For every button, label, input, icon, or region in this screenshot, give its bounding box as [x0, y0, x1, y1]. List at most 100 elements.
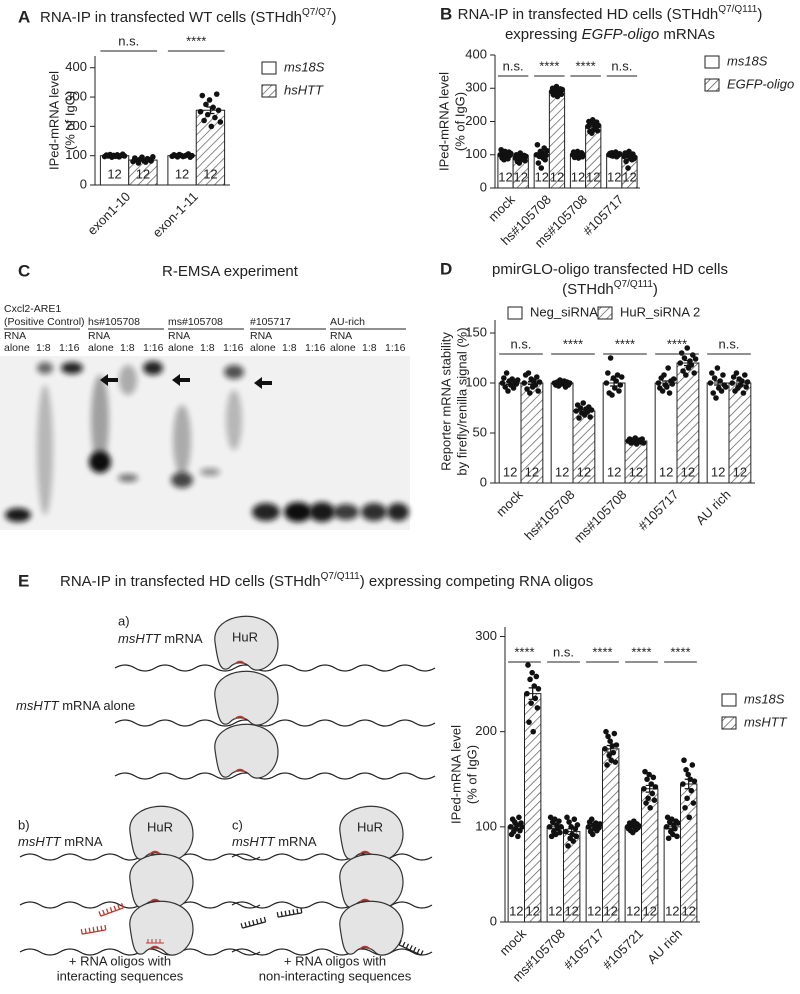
- data-point: [566, 819, 572, 825]
- y-tick-label: 50: [473, 424, 487, 439]
- data-point: [209, 124, 215, 130]
- text-segment: ): [757, 6, 762, 23]
- lane-label: 1:16: [385, 342, 406, 354]
- data-point: [741, 390, 747, 396]
- lane-label: alone: [168, 342, 194, 354]
- data-point: [515, 377, 521, 383]
- significance: ****: [667, 336, 687, 351]
- sample-size: 12: [587, 903, 601, 918]
- text-segment: msHTT: [18, 834, 62, 849]
- data-point: [218, 119, 224, 125]
- rna-oligo: [81, 925, 106, 934]
- lane-label: 1:8: [282, 342, 297, 354]
- y-tick-label: 0: [490, 913, 497, 928]
- significance: ****: [592, 644, 612, 659]
- hur-protein: [130, 854, 193, 908]
- data-point: [605, 734, 611, 740]
- data-point: [200, 93, 206, 99]
- data-point: [214, 91, 220, 97]
- lane-label: alone: [250, 342, 276, 354]
- data-point: [608, 355, 614, 361]
- legend-swatch: [598, 307, 612, 319]
- data-point: [734, 370, 740, 376]
- data-point: [189, 153, 195, 159]
- sample-size: 12: [136, 166, 150, 181]
- lane-label: alone: [4, 342, 30, 354]
- x-tick-label: exon-1-11: [149, 189, 200, 240]
- data-point: [589, 407, 595, 413]
- gel-band: [309, 502, 335, 522]
- data-point: [680, 781, 686, 787]
- sample-size: 12: [711, 464, 725, 479]
- y-tick-label: 200: [465, 113, 487, 128]
- chart-title: pmirGLO-oligo transfected HD cells: [492, 261, 728, 278]
- data-point: [670, 381, 676, 387]
- data-point: [683, 767, 689, 773]
- significance: ****: [631, 644, 651, 659]
- text-segment: msHTT: [118, 631, 162, 646]
- significance: n.s.: [719, 336, 740, 351]
- data-point: [536, 160, 542, 166]
- legend-label: HuR_siRNA 2: [620, 304, 700, 319]
- lane-label: 1:16: [143, 342, 164, 354]
- data-point: [543, 153, 549, 159]
- significance: ****: [514, 644, 534, 659]
- y-axis-label: (% of IgG): [464, 745, 479, 804]
- gel-band: [143, 361, 163, 375]
- chart-title: (STHdhQ7/Q111): [562, 279, 658, 298]
- data-point: [535, 388, 541, 394]
- text-segment: Q7/Q7: [302, 7, 332, 18]
- rna-oligo: [399, 940, 423, 955]
- data-point: [212, 115, 218, 121]
- data-point: [564, 815, 570, 821]
- data-point: [524, 691, 530, 697]
- legend-label: EGFP-oligo: [727, 76, 794, 91]
- text-segment: ): [332, 9, 337, 26]
- sample-size: 12: [733, 464, 747, 479]
- rna-oligo: [277, 908, 302, 917]
- panel-label: D: [440, 259, 452, 278]
- hur-protein: [215, 724, 278, 778]
- gel-band: [37, 362, 53, 374]
- sample-size: 12: [586, 169, 600, 184]
- panel-label: B: [440, 4, 452, 23]
- hur-protein: [340, 854, 403, 908]
- mrna-strand: [232, 854, 432, 860]
- data-point: [674, 834, 680, 840]
- sample-size: 12: [629, 464, 643, 479]
- error-bar: [111, 155, 119, 156]
- significance: n.s.: [511, 336, 532, 351]
- significance: ****: [563, 336, 583, 351]
- x-tick-label: #105717: [635, 487, 681, 533]
- data-point: [563, 829, 569, 835]
- chart-title: RNA-IP in transfected WT cells (STHdhQ7/…: [40, 7, 337, 26]
- data-point: [523, 154, 529, 160]
- x-tick-label: #105717: [561, 926, 607, 972]
- hur-protein: [340, 901, 403, 955]
- data-point: [595, 128, 601, 134]
- data-point: [536, 686, 542, 692]
- data-point: [216, 107, 222, 113]
- y-tick-label: 100: [475, 818, 497, 833]
- data-point: [745, 379, 751, 385]
- data-point: [525, 662, 531, 668]
- y-axis-label: (% of IgG): [452, 92, 467, 151]
- hur-label: HuR: [147, 819, 173, 834]
- data-point: [693, 356, 699, 362]
- oligo-label: + RNA oligos with: [69, 953, 171, 968]
- lane-label: RNA: [88, 330, 110, 342]
- bar: [603, 749, 619, 922]
- sample-size: 12: [525, 903, 539, 918]
- lane-group-label: Cxcl2-ARE1: [4, 303, 61, 315]
- legend-swatch: [705, 79, 719, 91]
- data-point: [671, 376, 677, 382]
- step-label: b): [18, 817, 30, 832]
- sample-size: 12: [571, 169, 585, 184]
- sample-size: 12: [564, 903, 578, 918]
- y-axis-label: by firefly/renilla signal (%): [454, 327, 469, 475]
- data-point: [729, 380, 735, 386]
- gel-band: [91, 375, 109, 465]
- x-tick-label: #105721: [600, 926, 646, 972]
- data-point: [602, 746, 608, 752]
- sample-size: 12: [525, 464, 539, 479]
